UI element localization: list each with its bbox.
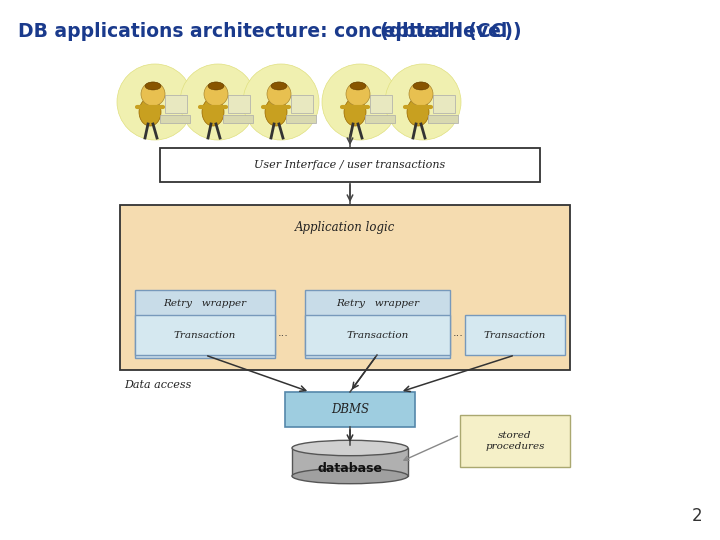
Bar bbox=[228, 95, 250, 113]
Circle shape bbox=[180, 64, 256, 140]
Text: ...: ... bbox=[453, 328, 464, 338]
Circle shape bbox=[385, 64, 461, 140]
Bar bbox=[160, 115, 190, 123]
Bar bbox=[160, 148, 540, 182]
Ellipse shape bbox=[265, 98, 287, 126]
Bar bbox=[135, 290, 275, 358]
Text: DB applications architecture: conceptual level: DB applications architecture: conceptual… bbox=[18, 22, 514, 41]
Circle shape bbox=[117, 64, 193, 140]
Ellipse shape bbox=[292, 440, 408, 456]
Bar bbox=[305, 290, 450, 358]
Text: DBMS: DBMS bbox=[331, 403, 369, 416]
Bar bbox=[165, 95, 187, 113]
Text: 2: 2 bbox=[691, 507, 702, 525]
Circle shape bbox=[346, 82, 370, 106]
Circle shape bbox=[267, 82, 291, 106]
Bar bbox=[460, 415, 570, 467]
Bar bbox=[365, 115, 395, 123]
Ellipse shape bbox=[292, 468, 408, 484]
Text: database: database bbox=[318, 462, 382, 475]
Bar bbox=[292, 448, 408, 476]
Bar bbox=[120, 205, 570, 370]
Ellipse shape bbox=[208, 82, 224, 90]
Bar bbox=[285, 392, 415, 427]
Ellipse shape bbox=[407, 98, 429, 126]
Text: Transaction: Transaction bbox=[174, 330, 236, 340]
Bar bbox=[433, 95, 455, 113]
Text: User Interface / user transactions: User Interface / user transactions bbox=[254, 160, 446, 170]
Bar bbox=[305, 315, 450, 355]
Ellipse shape bbox=[344, 98, 366, 126]
Text: stored
procedures: stored procedures bbox=[485, 431, 545, 451]
Circle shape bbox=[409, 82, 433, 106]
Bar bbox=[428, 115, 458, 123]
Bar bbox=[223, 115, 253, 123]
Ellipse shape bbox=[271, 82, 287, 90]
Circle shape bbox=[204, 82, 228, 106]
Ellipse shape bbox=[350, 82, 366, 90]
Text: Data access: Data access bbox=[124, 380, 192, 390]
Ellipse shape bbox=[413, 82, 429, 90]
Circle shape bbox=[141, 82, 165, 106]
Circle shape bbox=[243, 64, 319, 140]
Text: Transaction: Transaction bbox=[484, 330, 546, 340]
Bar bbox=[465, 315, 565, 355]
Ellipse shape bbox=[139, 98, 161, 126]
Text: Retry   wrapper: Retry wrapper bbox=[336, 300, 419, 308]
Bar bbox=[291, 95, 313, 113]
Bar bbox=[286, 115, 316, 123]
Text: ...: ... bbox=[278, 328, 289, 338]
Circle shape bbox=[322, 64, 398, 140]
Bar bbox=[135, 315, 275, 355]
Bar bbox=[370, 95, 392, 113]
Text: (dbtech (CC)): (dbtech (CC)) bbox=[380, 22, 521, 41]
Text: Retry   wrapper: Retry wrapper bbox=[163, 300, 246, 308]
Ellipse shape bbox=[202, 98, 224, 126]
Ellipse shape bbox=[145, 82, 161, 90]
Text: Application logic: Application logic bbox=[294, 220, 395, 233]
Text: Transaction: Transaction bbox=[346, 330, 409, 340]
